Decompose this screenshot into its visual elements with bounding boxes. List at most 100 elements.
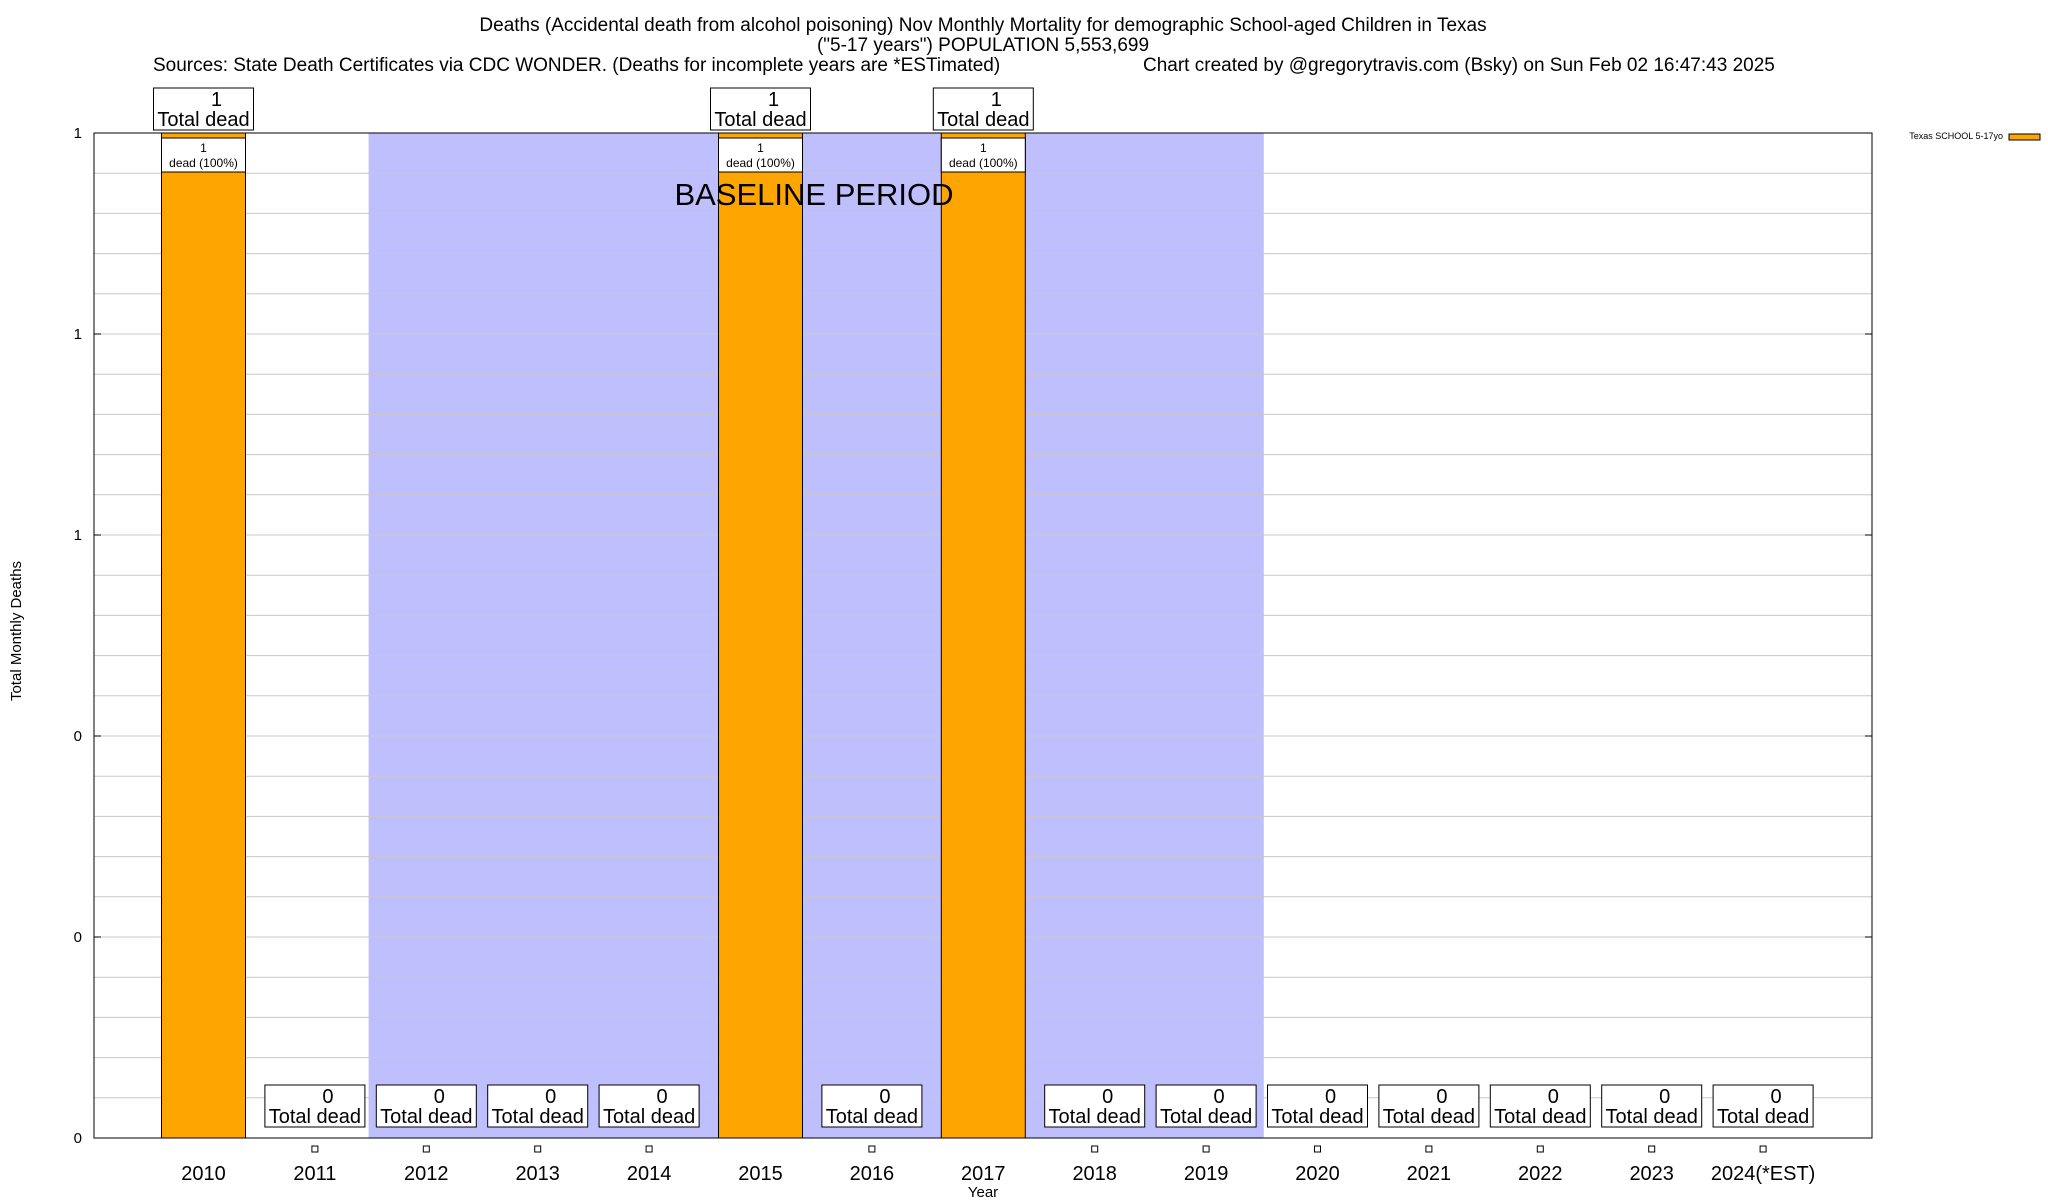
x-tick-label: 2021 — [1407, 1163, 1452, 1185]
chart-credit: Chart created by @gregorytravis.com (Bsk… — [1143, 55, 1775, 76]
segment-label-box — [940, 137, 1026, 173]
zero-value-marker — [534, 1145, 542, 1153]
total-label-box — [821, 1084, 923, 1128]
total-label-value: 1 — [211, 89, 222, 111]
x-tick-label: 2018 — [1072, 1163, 1117, 1185]
total-label-text: Total dead — [1383, 1106, 1475, 1128]
total-label-value: 0 — [1659, 1086, 1670, 1108]
total-label-box — [1712, 1084, 1814, 1128]
total-label-box — [1155, 1084, 1257, 1128]
segment-label-count: 1 — [200, 141, 207, 155]
total-label-value: 0 — [1548, 1086, 1559, 1108]
x-tick-label: 2017 — [961, 1163, 1006, 1185]
total-label-value: 0 — [1325, 1086, 1336, 1108]
total-label-box — [1267, 1084, 1368, 1128]
total-label-box — [264, 1084, 366, 1128]
total-label-box — [932, 87, 1034, 131]
segment-label-box — [718, 137, 803, 173]
total-label-value: 0 — [322, 1086, 333, 1108]
chart-title-line-2: ("5-17 years") POPULATION 5,553,699 — [817, 35, 1149, 56]
chart-title-line-1: Deaths (Accidental death from alcohol po… — [479, 15, 1486, 36]
total-label-value: 1 — [991, 89, 1002, 111]
baseline-period-layer — [368, 133, 1264, 1138]
total-label-text: Total dead — [1271, 1106, 1363, 1128]
x-tick-label: 2015 — [738, 1163, 783, 1185]
total-label-text: Total dead — [826, 1106, 918, 1128]
total-label-box — [375, 1084, 477, 1128]
legend-series-label: Texas SCHOOL 5-17yo — [1909, 131, 2003, 141]
bars-layer — [161, 132, 1026, 1139]
zero-value-marker — [1425, 1145, 1433, 1153]
total-label-box — [598, 1084, 700, 1128]
total-label-box — [487, 1084, 589, 1128]
total-label-text: Total dead — [492, 1106, 584, 1128]
legend-series-swatch — [2008, 133, 2041, 141]
baseline-period-shade — [368, 133, 1264, 1138]
total-label-box — [1378, 1084, 1480, 1128]
bar — [161, 132, 246, 1139]
total-label-text: Total dead — [1717, 1106, 1809, 1128]
x-axis-label: Year — [968, 1184, 998, 1200]
total-label-text: Total dead — [1160, 1106, 1252, 1128]
zero-value-marker — [1648, 1145, 1656, 1153]
zero-value-marker — [1759, 1145, 1767, 1153]
x-tick-label: 2019 — [1184, 1163, 1229, 1185]
zero-value-marker — [868, 1145, 876, 1153]
y-axis-label: Total Monthly Deaths — [8, 561, 25, 701]
segment-label-percent: dead (100%) — [169, 156, 238, 170]
zero-value-marker — [422, 1145, 430, 1153]
x-tick-label: 2023 — [1629, 1163, 1674, 1185]
x-tick-label: 2022 — [1518, 1163, 1563, 1185]
y-ticks-layer: 0 0 0 1 1 1 — [74, 125, 1872, 1147]
total-label-value: 0 — [1771, 1086, 1782, 1108]
zero-value-marker — [645, 1145, 653, 1153]
x-tick-label: 2011 — [293, 1163, 336, 1185]
zero-value-marker — [1091, 1145, 1099, 1153]
total-label-value: 0 — [1214, 1086, 1225, 1108]
total-label-text: Total dead — [1049, 1106, 1141, 1128]
total-label-value: 0 — [1102, 1086, 1113, 1108]
total-label-value: 0 — [879, 1086, 890, 1108]
total-label-box — [1044, 1084, 1146, 1128]
plot-frame — [93, 132, 1873, 1139]
chart-sources: Sources: State Death Certificates via CD… — [153, 55, 1000, 76]
total-label-text: Total dead — [714, 109, 806, 131]
total-label-text: Total dead — [269, 1106, 361, 1128]
zero-value-marker — [1202, 1145, 1210, 1153]
total-label-text: Total dead — [603, 1106, 695, 1128]
total-label-text: Total dead — [937, 109, 1029, 131]
bar — [718, 132, 803, 1139]
total-label-value: 0 — [434, 1086, 445, 1108]
x-tick-label: 2016 — [850, 1163, 895, 1185]
y-tick-label: 0 — [74, 929, 82, 946]
baseline-period-label: BASELINE PERIOD — [674, 177, 953, 212]
y-tick-label: 1 — [74, 326, 82, 343]
segment-label-count: 1 — [757, 141, 764, 155]
segment-label-percent: dead (100%) — [949, 156, 1018, 170]
segment-label-box — [161, 137, 246, 173]
total-label-text: Total dead — [1606, 1106, 1698, 1128]
segment-label-count: 1 — [980, 141, 987, 155]
x-tick-label: 2010 — [181, 1163, 226, 1185]
zero-value-marker — [1536, 1145, 1544, 1153]
total-label-value: 0 — [545, 1086, 556, 1108]
total-label-box — [153, 87, 254, 131]
segment-label-percent: dead (100%) — [726, 156, 795, 170]
total-label-box — [1489, 1084, 1591, 1128]
x-tick-label: 2024(*EST) — [1711, 1163, 1816, 1185]
total-label-text: Total dead — [380, 1106, 472, 1128]
y-tick-label: 1 — [74, 527, 82, 544]
x-ticks-layer: 2010 2011 2012 2013 2014 2015 2016 2017 2018 2019… — [181, 1163, 1815, 1185]
bar — [940, 132, 1026, 1139]
y-tick-label: 1 — [74, 125, 82, 142]
total-label-text: Total dead — [1494, 1106, 1586, 1128]
total-label-text: Total dead — [157, 109, 249, 131]
total-label-box — [1601, 1084, 1703, 1128]
x-tick-label: 2012 — [404, 1163, 449, 1185]
x-tick-label: 2013 — [515, 1163, 560, 1185]
total-label-value: 0 — [1436, 1086, 1447, 1108]
total-label-value: 0 — [657, 1086, 668, 1108]
total-label-value: 1 — [768, 89, 779, 111]
zero-value-marker — [311, 1145, 319, 1153]
